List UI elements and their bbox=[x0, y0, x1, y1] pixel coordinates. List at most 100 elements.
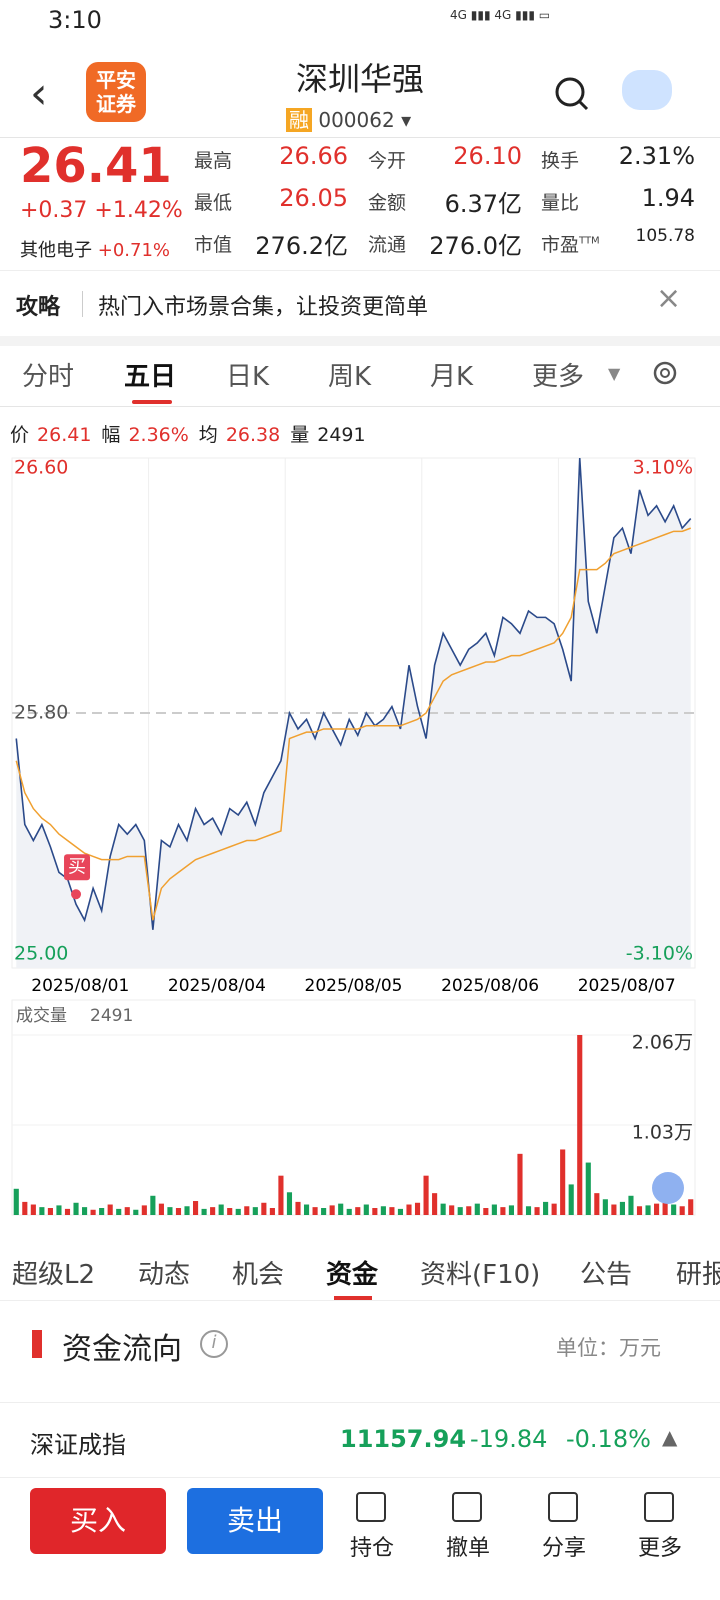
volume-bar bbox=[355, 1207, 361, 1215]
volume-bar bbox=[167, 1207, 173, 1215]
action-label[interactable]: 撤单 bbox=[445, 1536, 490, 1561]
index-bar[interactable]: 深证成指 11157.94 -19.84 -0.18% ▲ bbox=[0, 1402, 720, 1478]
price-area bbox=[16, 458, 691, 968]
volume-bar bbox=[406, 1204, 412, 1215]
volume-bar bbox=[602, 1199, 608, 1215]
volume-bar bbox=[116, 1208, 122, 1215]
volume-bar bbox=[184, 1206, 190, 1215]
volume-bar bbox=[636, 1206, 643, 1215]
search-icon[interactable] bbox=[552, 74, 592, 114]
section-marker bbox=[32, 1330, 42, 1358]
action-icon[interactable] bbox=[644, 1492, 674, 1522]
volume-bar bbox=[645, 1205, 651, 1215]
x-tick-label: 2025/08/05 bbox=[305, 976, 403, 996]
lower-tab[interactable]: 动态 bbox=[138, 1260, 191, 1290]
y-tick-label: 25.00 bbox=[14, 943, 68, 965]
chart-tab[interactable]: 日K bbox=[226, 362, 270, 392]
volume-bar bbox=[380, 1206, 386, 1215]
lower-tab[interactable]: 资金 bbox=[326, 1260, 379, 1290]
banner[interactable]: 攻略 热门入市场景合集，让投资更简单 × bbox=[0, 270, 720, 336]
divider bbox=[0, 1300, 720, 1301]
action-icon[interactable] bbox=[356, 1492, 386, 1522]
volume-frame bbox=[11, 999, 696, 1216]
buy-dot bbox=[71, 889, 82, 900]
volume-bar bbox=[73, 1202, 79, 1215]
chart-tab[interactable]: 周K bbox=[328, 362, 372, 392]
fullscreen-button[interactable] bbox=[652, 1172, 684, 1204]
quote-value: 6.37亿 bbox=[444, 190, 522, 218]
logo[interactable]: 平安证券 bbox=[86, 62, 146, 122]
settings-icon[interactable] bbox=[650, 358, 680, 388]
volume-bar bbox=[594, 1193, 600, 1215]
info-label: 量 bbox=[290, 424, 310, 446]
back-button[interactable]: ‹ bbox=[30, 68, 48, 119]
index-change: -19.84 bbox=[470, 1425, 548, 1453]
volume-bar bbox=[372, 1208, 378, 1215]
lower-tab[interactable]: 资料(F10) bbox=[420, 1260, 541, 1290]
info-label: 均 bbox=[198, 424, 218, 446]
change-value: +0.37 bbox=[20, 198, 88, 223]
lower-tab[interactable]: 公告 bbox=[580, 1260, 633, 1290]
robot-icon[interactable] bbox=[622, 70, 672, 110]
banner-text: 热门入市场景合集，让投资更简单 bbox=[98, 295, 429, 320]
separator bbox=[82, 291, 83, 317]
lower-tab[interactable]: 研报 bbox=[676, 1260, 720, 1290]
chart-tab[interactable]: 分时 bbox=[22, 362, 75, 392]
quote-label: 今开 bbox=[368, 150, 407, 172]
volume-bar bbox=[312, 1207, 318, 1215]
x-tick-label: 2025/08/04 bbox=[168, 976, 266, 996]
quote-label: 最高 bbox=[194, 150, 233, 172]
volume-bar bbox=[329, 1205, 335, 1215]
volume-bar bbox=[158, 1203, 164, 1215]
volume-bar bbox=[175, 1208, 182, 1215]
volume-bar bbox=[227, 1208, 233, 1215]
chart-tab[interactable]: 月K bbox=[430, 362, 474, 392]
average-line bbox=[15, 527, 691, 921]
banner-tag: 攻略 bbox=[16, 295, 61, 320]
volume-bar bbox=[389, 1207, 395, 1215]
lower-tab[interactable]: 超级L2 bbox=[12, 1260, 96, 1290]
action-icon[interactable] bbox=[548, 1492, 578, 1522]
sell-button[interactable]: 卖出 bbox=[187, 1488, 323, 1554]
quote-value: 276.0亿 bbox=[429, 232, 522, 260]
change: +0.37 +1.42% bbox=[20, 198, 183, 223]
buy-button[interactable]: 买入 bbox=[30, 1488, 166, 1554]
action-label[interactable]: 持仓 bbox=[349, 1536, 394, 1561]
badge: 融 bbox=[286, 108, 312, 132]
volume-subtitle: 2491 bbox=[90, 1006, 133, 1026]
action-label[interactable]: 分享 bbox=[541, 1536, 586, 1561]
action-icon[interactable] bbox=[452, 1492, 482, 1522]
volume-bar bbox=[56, 1205, 62, 1215]
volume-bar bbox=[338, 1203, 344, 1215]
volume-bar bbox=[22, 1201, 28, 1215]
volume-bar bbox=[235, 1208, 241, 1215]
chart-tab[interactable]: 五日 bbox=[124, 362, 177, 392]
volume-bar bbox=[397, 1208, 404, 1215]
fund-unit: 单位：万元 bbox=[556, 1336, 661, 1360]
volume-bar bbox=[457, 1207, 463, 1215]
divider bbox=[0, 137, 720, 138]
quote-label-sup: TTM bbox=[579, 235, 600, 247]
volume-bar bbox=[321, 1208, 327, 1215]
volume-bar bbox=[47, 1208, 53, 1215]
net: 4G bbox=[494, 8, 512, 22]
action-label[interactable]: 更多 bbox=[637, 1536, 682, 1561]
info-value: 26.41 bbox=[37, 424, 92, 446]
volume-bar bbox=[124, 1207, 130, 1215]
volume-bar bbox=[346, 1208, 352, 1215]
volume-bar bbox=[440, 1203, 446, 1215]
quote-label: 市盈TTM bbox=[541, 234, 600, 256]
volume-bar bbox=[210, 1207, 216, 1215]
chart-tab[interactable]: 更多 bbox=[532, 362, 585, 392]
gap bbox=[0, 336, 720, 346]
volume-bar bbox=[654, 1203, 660, 1215]
x-tick-label: 2025/08/01 bbox=[31, 976, 129, 996]
expand-arrow: ▲ bbox=[662, 1425, 678, 1449]
lower-tab[interactable]: 机会 bbox=[232, 1260, 285, 1290]
close-button[interactable]: × bbox=[656, 281, 682, 316]
code-row: 融 000062 ▾ bbox=[286, 104, 411, 133]
volume-bar bbox=[261, 1202, 267, 1215]
info-icon[interactable]: i bbox=[200, 1330, 228, 1358]
volume-bar bbox=[619, 1201, 625, 1215]
quote-label: 市值 bbox=[194, 234, 233, 256]
